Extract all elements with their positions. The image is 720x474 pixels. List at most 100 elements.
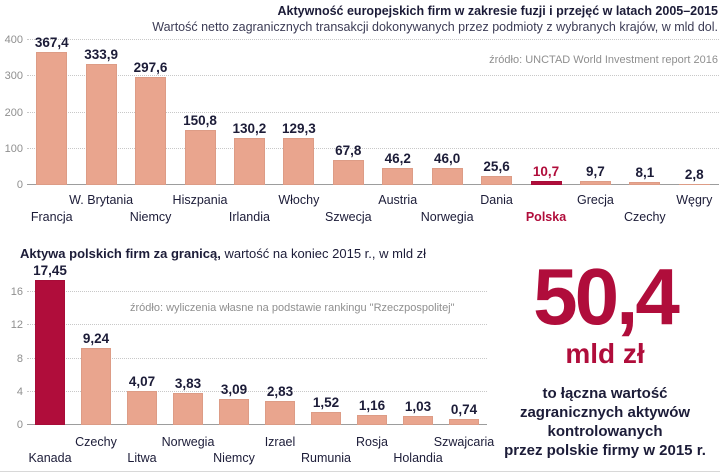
y-axis-tick: 400 [4, 34, 23, 46]
callout-line: kontrolowanych [547, 422, 663, 440]
bar-value-label: 10,7 [532, 164, 560, 179]
callout-unit: mld zł [565, 337, 645, 369]
bottom-chart-title-bold: Aktywa polskich firm za granicą, [20, 246, 221, 261]
category-label: Rumunia [300, 451, 352, 465]
bar-niemcy [135, 77, 167, 185]
callout-line: zagranicznych aktywów [519, 403, 691, 421]
category-label: Holandia [393, 451, 443, 465]
category-label: Grecja [577, 193, 614, 207]
category-label: Hiszpania [172, 193, 228, 207]
bar-irlandia [233, 138, 265, 185]
bar-szwajcaria [449, 419, 479, 425]
category-label: Szwajcaria [433, 435, 495, 449]
top-bar-chart: 0 100 200 300 400 367,4 Francja 333,9 W. Brytani… [5, 34, 719, 224]
gridline [27, 390, 487, 392]
x-axis-line [27, 184, 719, 185]
category-label: Włochy [278, 193, 320, 207]
y-axis-tick: 0 [16, 419, 23, 431]
bar-value-label: 1,52 [312, 395, 340, 410]
top-chart-title: Aktywność europejskich firm w zakresie f… [277, 4, 718, 18]
bar-holandia [403, 416, 433, 425]
bar-value-label: 333,9 [84, 47, 119, 62]
category-label: Izrael [264, 435, 296, 449]
category-label: Węgry [676, 193, 713, 207]
bar-niemcy [219, 399, 249, 425]
bar-value-label: 3,83 [174, 376, 202, 391]
callout-line: przez polskie firmy w 2015 r. [504, 441, 706, 459]
bar-value-label: 9,24 [82, 331, 110, 346]
bar-austria [382, 168, 414, 185]
bottom-divider [0, 471, 720, 472]
gridline [27, 111, 719, 113]
y-axis-tick: 8 [16, 352, 23, 365]
category-label: Irlandia [228, 210, 270, 224]
callout-big-number: 50,4 [533, 252, 680, 341]
bar-dania [481, 176, 513, 185]
bar-value-label: 2,83 [266, 384, 294, 399]
bar-value-label: 150,8 [183, 113, 217, 128]
gridline [27, 291, 487, 292]
category-label: Austria [378, 193, 418, 207]
bar-value-label: 1,03 [404, 399, 432, 414]
y-axis-tick: 100 [4, 142, 23, 155]
bar-value-label: 17,45 [33, 263, 67, 278]
x-axis-line [27, 424, 487, 425]
bottom-chart-title: Aktywa polskich firm za granicą, wartość… [20, 246, 426, 261]
bar-kanada [35, 280, 65, 425]
bar-rumunia [311, 412, 341, 425]
bar-value-label: 129,3 [281, 121, 316, 136]
bar-rosja [357, 415, 387, 425]
category-label: Norwegia [420, 210, 474, 224]
top-chart-subtitle: Wartość netto zagranicznych transakcji d… [152, 20, 718, 34]
bar-value-label: 4,07 [128, 374, 156, 389]
bar-litwa [127, 391, 157, 425]
category-label: Niemcy [129, 210, 172, 224]
gridline [27, 324, 487, 326]
y-axis-tick: 12 [10, 319, 23, 332]
bar-grecja [579, 181, 611, 185]
category-label: Litwa [127, 451, 157, 465]
y-axis-tick: 16 [10, 286, 23, 298]
bar-value-label: 8,1 [635, 165, 655, 180]
gridline [27, 75, 719, 77]
bar-value-label: 25,6 [483, 159, 510, 174]
category-label: Czechy [75, 435, 117, 449]
bar-czechy [629, 182, 661, 185]
y-axis-tick: 200 [4, 106, 23, 119]
bottom-chart-source: źródło: wyliczenia własne na podstawie r… [130, 302, 455, 314]
callout-block: 50,4 mld zł to łączna wartość zagraniczn… [490, 252, 720, 460]
y-axis-tick: 0 [16, 179, 23, 191]
category-label: Kanada [28, 451, 72, 465]
bar-value-label: 2,8 [684, 167, 704, 182]
bar-norwegia [431, 168, 463, 185]
bar-value-label: 3,09 [220, 382, 248, 397]
category-label: Niemcy [213, 451, 255, 465]
bar-francja [36, 52, 68, 185]
category-label: Rosja [356, 435, 388, 449]
bar-value-label: 367,4 [34, 35, 69, 50]
bar-hiszpania [184, 130, 216, 185]
category-label: Dania [480, 193, 513, 207]
y-axis-tick: 4 [16, 385, 23, 398]
bar-value-label: 46,2 [384, 151, 411, 166]
callout-description: to łączna wartość zagranicznych aktywów … [490, 384, 720, 460]
bar-value-label: 297,6 [133, 60, 168, 75]
y-axis-tick: 300 [4, 70, 23, 83]
bar-czechy [81, 348, 111, 425]
category-label: Szwecja [325, 210, 372, 224]
category-label: W. Brytania [69, 193, 134, 207]
bar-izrael [265, 401, 295, 425]
bar-norwegia [173, 393, 203, 425]
category-label: Francja [30, 210, 73, 224]
top-chart-source: źródło: UNCTAD World Investment report 2… [489, 54, 718, 66]
bar-value-label: 1,16 [358, 398, 386, 413]
category-label: Norwegia [161, 435, 215, 449]
gridline [27, 357, 487, 359]
bottom-bar-chart: 0 4 8 12 16 17,45 Kanada 9,24 Czechy 4,07 Litwa 3,8… [11, 263, 494, 465]
category-label: Czechy [624, 210, 666, 224]
bar-w-gry [678, 184, 710, 185]
gridline [27, 39, 719, 40]
bar-w-ochy [283, 138, 315, 185]
category-label: Polska [525, 210, 567, 224]
